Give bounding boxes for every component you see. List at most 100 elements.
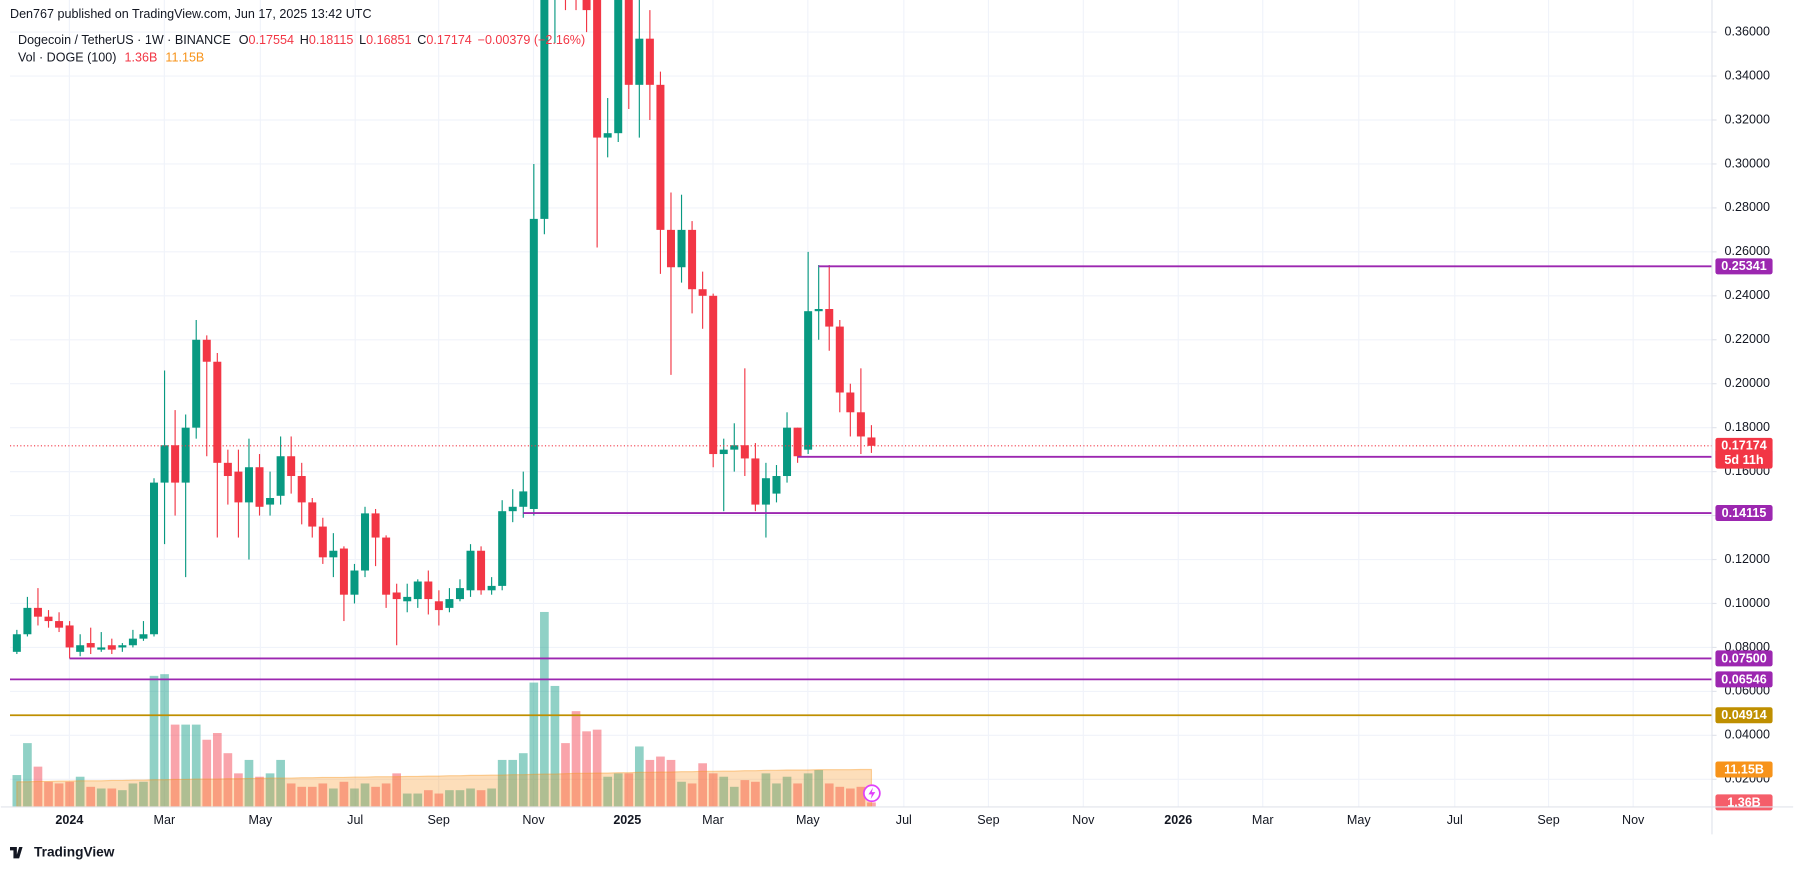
candle-body	[202, 339, 211, 362]
candle-body	[297, 476, 306, 503]
volume-bar	[434, 793, 444, 807]
volume-bar	[772, 783, 781, 807]
candle-body	[540, 0, 549, 219]
volume-bar	[286, 783, 296, 807]
level-label-box	[1715, 671, 1773, 688]
volume-bar	[23, 743, 32, 807]
level-label-box	[1715, 707, 1773, 724]
volume-bar	[75, 776, 85, 807]
last-price-label: 0.17174	[1721, 439, 1766, 453]
x-tick-label: 2024	[55, 813, 83, 827]
volume-bar	[244, 759, 254, 807]
volume-bar	[255, 776, 264, 807]
volume-ma-area	[16, 768, 873, 807]
y-tick-label: 0.32000	[1725, 112, 1770, 126]
footer-brand: TradingView	[34, 844, 115, 859]
volume-bar	[360, 783, 370, 807]
candle-body	[487, 585, 496, 591]
candle-body	[139, 634, 148, 639]
y-tick-label: 0.18000	[1725, 420, 1770, 434]
y-tick-label: 0.34000	[1725, 68, 1770, 82]
candle-body	[434, 601, 443, 611]
legend-volume: Vol · DOGE (100) 1.36B 11.15B	[18, 51, 204, 65]
volume-ma-value: 11.15B	[165, 51, 204, 65]
candle-body	[403, 596, 412, 602]
volume-bar	[518, 753, 528, 807]
volume-bar	[423, 790, 433, 807]
candle-body	[192, 339, 201, 428]
candle-body	[44, 616, 53, 622]
candle-body	[223, 462, 232, 477]
candle-body	[329, 550, 338, 558]
candle-body	[593, 0, 602, 138]
candle-body	[645, 38, 654, 85]
logo-mark	[9, 846, 23, 859]
volume-bar	[12, 775, 22, 807]
candle-body	[445, 599, 454, 608]
x-tick-label: Jul	[1447, 813, 1463, 827]
candle-body	[12, 634, 21, 652]
volume-ma-label: 11.15B	[1724, 762, 1764, 776]
y-tick-label: 0.08000	[1725, 640, 1770, 654]
volume-bar	[529, 682, 539, 807]
volume-bar	[466, 788, 475, 807]
candle-body	[656, 84, 665, 230]
volume-bar	[223, 753, 233, 807]
volume-value: 1.36B	[125, 51, 158, 65]
volume-bar	[592, 729, 602, 807]
volume-bar	[571, 711, 581, 807]
candle-body	[677, 229, 686, 268]
x-tick-label: 2026	[1164, 813, 1192, 827]
volume-bar	[44, 781, 53, 807]
legend-high: 0.18115	[309, 33, 353, 47]
volume-pane	[12, 611, 876, 807]
volume-bar	[350, 788, 359, 807]
level-label-box	[1715, 650, 1773, 667]
candle-body	[181, 427, 190, 483]
y-tick-label: 0.20000	[1725, 376, 1770, 390]
candle-body	[477, 550, 486, 591]
volume-bar	[65, 781, 74, 807]
candle-body	[150, 482, 159, 635]
candle-body	[635, 38, 644, 85]
volume-bar	[487, 788, 496, 807]
publisher: Den767 published on TradingView.com, Jun…	[10, 7, 372, 21]
x-tick-label: Nov	[1622, 813, 1645, 827]
y-tick-label: 0.36000	[1725, 24, 1770, 38]
volume-bar	[455, 790, 465, 807]
volume-bar	[814, 770, 824, 807]
level-label: 0.25341	[1721, 259, 1766, 273]
candle-body	[287, 456, 296, 477]
volume-bar	[793, 783, 802, 807]
candle-body	[392, 592, 401, 600]
y-tick-label: 0.22000	[1725, 332, 1770, 346]
footer-logo: TradingView	[9, 844, 115, 859]
candle-body	[740, 445, 749, 459]
x-tick-label: Sep	[427, 813, 449, 827]
volume-bar	[782, 776, 792, 807]
candle-body	[783, 427, 792, 477]
x-tick-label: Sep	[977, 813, 999, 827]
candle-body	[709, 295, 718, 455]
volume-bar	[234, 773, 243, 807]
candle-body	[160, 445, 169, 483]
candle-body	[276, 456, 285, 496]
volume-bar	[666, 759, 676, 807]
candle-body	[698, 289, 707, 296]
volume-bar	[118, 790, 127, 807]
candle-body	[751, 458, 760, 505]
candle-body	[688, 229, 697, 290]
candle-body	[730, 445, 739, 450]
legend-open: 0.17554	[249, 33, 294, 47]
level-label: 0.14115	[1722, 506, 1767, 520]
volume-bar	[339, 781, 349, 807]
y-tick-label: 0.24000	[1725, 288, 1770, 302]
x-tick-label: Sep	[1537, 813, 1559, 827]
candle-body	[171, 445, 180, 483]
volume-bar	[107, 788, 117, 807]
candle-body	[97, 647, 106, 650]
volume-label: 1.36B	[1727, 795, 1761, 809]
volume-box	[1715, 794, 1773, 811]
price-pane	[9, 0, 1712, 717]
